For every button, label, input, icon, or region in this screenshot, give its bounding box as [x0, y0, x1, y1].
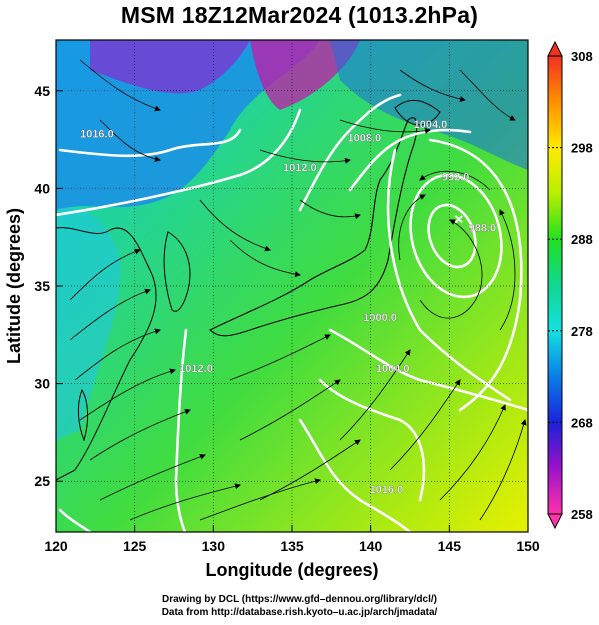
- y-axis-label: Latitude (degrees): [4, 208, 24, 364]
- isobar-label: 1016.0: [370, 484, 404, 496]
- very-cold-region-east: [250, 40, 360, 110]
- isobar-label: 1008.0: [348, 133, 382, 145]
- isobar-label: 1004.0: [414, 119, 448, 131]
- longitude-ticks: 120 125 130 135 140 145 150: [44, 525, 540, 554]
- taiwan-coastline: [77, 388, 89, 442]
- china-coastline: [56, 227, 157, 481]
- hokkaido-coastline: [394, 99, 441, 126]
- colorbar-tick-label: 288: [571, 232, 593, 247]
- x-tick-label: 130: [202, 538, 226, 554]
- y-tick-label: 30: [34, 376, 50, 392]
- data-source-credit: Data from http://database.rish.kyoto–u.a…: [161, 607, 438, 618]
- colorbar: 258 268 278 288 298 308: [547, 40, 593, 530]
- x-tick-label: 150: [516, 538, 540, 554]
- cold-air-region: [56, 40, 320, 210]
- y-tick-label: 25: [34, 473, 50, 489]
- isobar-label: 992.0: [442, 172, 470, 184]
- isobar-label: 1004.0: [376, 363, 410, 375]
- colorbar-tick-label: 268: [571, 415, 593, 430]
- x-tick-label: 120: [44, 538, 68, 554]
- x-axis-label: Longitude (degrees): [205, 560, 378, 580]
- x-tick-label: 135: [280, 538, 304, 554]
- y-tick-label: 40: [34, 180, 50, 196]
- colorbar-tick-label: 298: [571, 141, 593, 156]
- isobar-label: 1000.0: [363, 312, 397, 324]
- isobar-label: 1016.0: [80, 129, 114, 141]
- colorbar-tick-label: 308: [571, 49, 593, 64]
- y-tick-label: 35: [34, 278, 50, 294]
- graticule: [56, 40, 528, 532]
- colorbar-min-arrow-icon: [547, 513, 563, 530]
- isobar-labels: 1016.0 1012.0 1008.0 1004.0 992.0 988.0 1000.0…: [80, 119, 496, 496]
- colorbar-tick-label: 278: [571, 324, 593, 339]
- isobars: [56, 93, 528, 532]
- cool-coastal-region: [56, 207, 121, 440]
- colorbar-ticks: 258 268 278 288 298 308: [548, 49, 593, 522]
- japan-coastline: [209, 117, 418, 337]
- low-pressure-center-icon: ×: [454, 212, 463, 229]
- colorbar-max-arrow-icon: [547, 40, 563, 57]
- isobar-label: 988.0: [469, 222, 497, 234]
- x-tick-label: 145: [438, 538, 462, 554]
- latitude-ticks: 25 30 35 40 45: [34, 83, 63, 489]
- x-tick-label: 125: [123, 538, 147, 554]
- colorbar-scale: [547, 55, 563, 515]
- y-tick-label: 45: [34, 83, 50, 99]
- x-tick-label: 140: [359, 538, 383, 554]
- drawing-credit: Drawing by DCL (https://www.gfd–dennou.o…: [161, 594, 437, 605]
- korea-coastline: [163, 231, 191, 312]
- very-cold-region: [90, 40, 250, 94]
- map-title: MSM 18Z12Mar2024 (1013.2hPa): [120, 2, 479, 28]
- isobar-label: 1012.0: [179, 363, 213, 375]
- isobar-label: 1012.0: [283, 162, 317, 174]
- colorbar-tick-label: 258: [571, 507, 593, 522]
